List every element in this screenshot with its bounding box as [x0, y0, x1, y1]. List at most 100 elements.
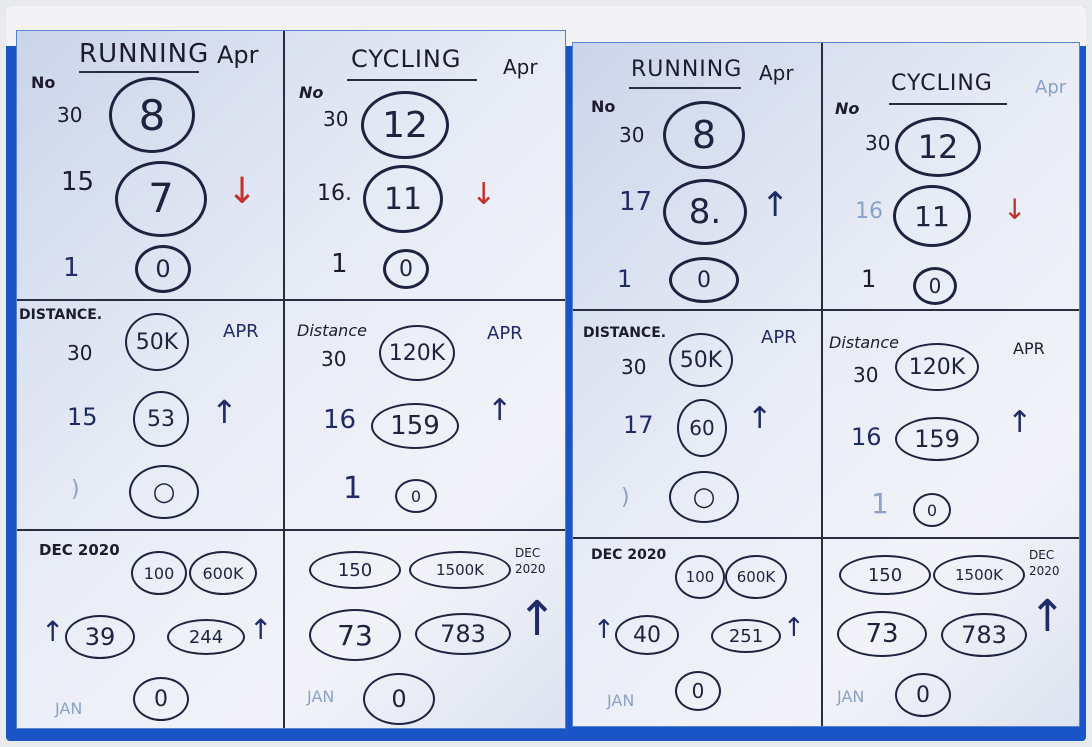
cycling-current-distance-ellipse: 783: [941, 613, 1027, 657]
running-jan-label: JAN: [55, 699, 83, 718]
cycling-title: CYCLING: [351, 45, 462, 73]
cycling-jan-ellipse: 0: [363, 673, 435, 725]
running-current-arrow-left: ↑: [593, 615, 615, 645]
cycling-distance-ellipse-3: 0: [395, 479, 437, 513]
running-title-underline: [79, 71, 199, 73]
cycling-count-ellipse-2: 11: [893, 185, 971, 247]
running-count-ellipse-3: 0: [669, 257, 739, 303]
whiteboard-right: RUNNING Apr No 30 8 17 8. ↑ 1 0 DISTANCE…: [572, 42, 1080, 727]
running-distance-month: APR: [761, 327, 797, 348]
cycling-trend-2: ↓: [471, 177, 497, 212]
running-current-distance-ellipse: 244: [167, 619, 245, 655]
cycling-jan-label: JAN: [837, 687, 865, 706]
running-dec-label: DEC 2020: [39, 541, 120, 559]
running-trend-2: ↑: [761, 185, 790, 225]
running-jan-label: JAN: [607, 691, 635, 710]
cycling-current-count-ellipse: 73: [837, 611, 927, 657]
running-distance-ellipse-2: 60: [677, 399, 727, 457]
cycling-distance-trend-2: ↑: [487, 393, 513, 428]
cycling-current-arrow: ↑: [1029, 591, 1066, 642]
running-distance-ellipse-3: ○: [669, 471, 739, 523]
cycling-distance-day-2: 16: [851, 423, 882, 451]
cycling-trend-2: ↓: [1003, 193, 1027, 226]
cycling-day-2: 16: [855, 199, 883, 224]
running-distance-day-1: 30: [67, 341, 93, 365]
running-dec-count-ellipse: 100: [131, 551, 187, 595]
running-no-label: No: [591, 97, 616, 116]
running-day-1: 30: [619, 123, 645, 147]
cycling-current-arrow: ↑: [517, 591, 558, 647]
running-count-ellipse-1: 8: [663, 101, 745, 169]
running-distance-ellipse-1: 50K: [125, 313, 189, 371]
running-count-ellipse-2: 7: [115, 161, 207, 237]
running-distance-month: APR: [223, 321, 259, 342]
running-distance-trend-2: ↑: [211, 393, 238, 431]
row-divider-1: [17, 299, 565, 301]
cycling-day-2: 16.: [317, 181, 352, 206]
running-month: Apr: [217, 41, 259, 69]
whiteboard-left: RUNNING Apr No 30 8 15 7 ↓ 1 0 DISTANCE.…: [16, 30, 566, 729]
running-month: Apr: [759, 61, 794, 85]
running-current-arrow-right: ↑: [249, 613, 273, 646]
cycling-distance-label: Distance: [829, 333, 899, 352]
running-distance-day-3: ): [71, 477, 80, 502]
running-jan-ellipse: 0: [675, 671, 721, 711]
cycling-distance-ellipse-1: 120K: [895, 343, 979, 391]
running-jan-ellipse: 0: [133, 677, 189, 721]
cycling-distance-ellipse-3: 0: [913, 493, 951, 527]
row-divider-2: [17, 529, 565, 531]
running-trend-2: ↓: [227, 171, 258, 212]
running-day-1: 30: [57, 103, 83, 127]
cycling-no-label: No: [299, 83, 324, 102]
cycling-jan-label: JAN: [307, 687, 335, 706]
running-distance-trend-2: ↑: [747, 401, 773, 436]
running-day-2: 15: [61, 167, 95, 197]
running-distance-day-2: 15: [67, 403, 98, 431]
running-distance-day-2: 17: [623, 411, 654, 439]
running-distance-label: DISTANCE.: [583, 325, 667, 341]
running-dec-distance-ellipse: 600K: [725, 555, 787, 599]
cycling-distance-ellipse-2: 159: [895, 417, 979, 461]
cycling-distance-trend-2: ↑: [1007, 405, 1033, 440]
photo-frame: RUNNING Apr No 30 8 15 7 ↓ 1 0 DISTANCE.…: [6, 6, 1086, 741]
cycling-count-ellipse-3: 0: [383, 249, 429, 289]
running-current-arrow-left: ↑: [41, 615, 65, 648]
running-dec-label: DEC 2020: [591, 547, 667, 563]
running-distance-ellipse-3: ○: [129, 465, 199, 519]
cycling-month: Apr: [1035, 77, 1067, 98]
running-distance-ellipse-1: 50K: [669, 333, 733, 387]
cycling-distance-ellipse-2: 159: [371, 403, 459, 449]
cycling-count-ellipse-2: 11: [363, 165, 443, 233]
running-title: RUNNING: [79, 39, 210, 69]
column-divider: [821, 43, 823, 726]
running-distance-ellipse-2: 53: [133, 391, 189, 447]
running-count-ellipse-1: 8: [109, 77, 195, 153]
cycling-distance-day-3: 1: [871, 487, 889, 520]
cycling-distance-label: Distance: [297, 321, 367, 340]
cycling-title-underline: [347, 79, 477, 81]
running-distance-label: DISTANCE.: [19, 307, 103, 323]
running-distance-day-3: ): [621, 485, 630, 510]
cycling-count-ellipse-3: 0: [913, 267, 957, 305]
cycling-dec-count-ellipse: 150: [309, 551, 401, 589]
running-current-count-ellipse: 40: [615, 615, 679, 655]
cycling-distance-month: APR: [1013, 339, 1045, 358]
cycling-distance-day-2: 16: [323, 405, 357, 435]
running-dec-count-ellipse: 100: [675, 555, 725, 599]
cycling-jan-ellipse: 0: [895, 673, 951, 717]
running-dec-distance-ellipse: 600K: [189, 551, 257, 595]
running-title: RUNNING: [631, 57, 743, 82]
running-current-arrow-right: ↑: [783, 613, 805, 643]
running-current-distance-ellipse: 251: [711, 619, 781, 653]
running-day-3: 1: [617, 265, 633, 293]
running-no-label: No: [31, 73, 56, 92]
cycling-day-3: 1: [861, 265, 877, 293]
cycling-no-label: No: [835, 99, 860, 118]
cycling-current-distance-ellipse: 783: [415, 613, 511, 655]
cycling-dec-label: DEC 2020: [515, 546, 546, 576]
cycling-distance-day-1: 30: [321, 347, 347, 371]
column-divider: [283, 31, 285, 728]
running-distance-day-1: 30: [621, 355, 647, 379]
running-day-2: 17: [619, 187, 653, 217]
running-day-3: 1: [63, 253, 80, 283]
